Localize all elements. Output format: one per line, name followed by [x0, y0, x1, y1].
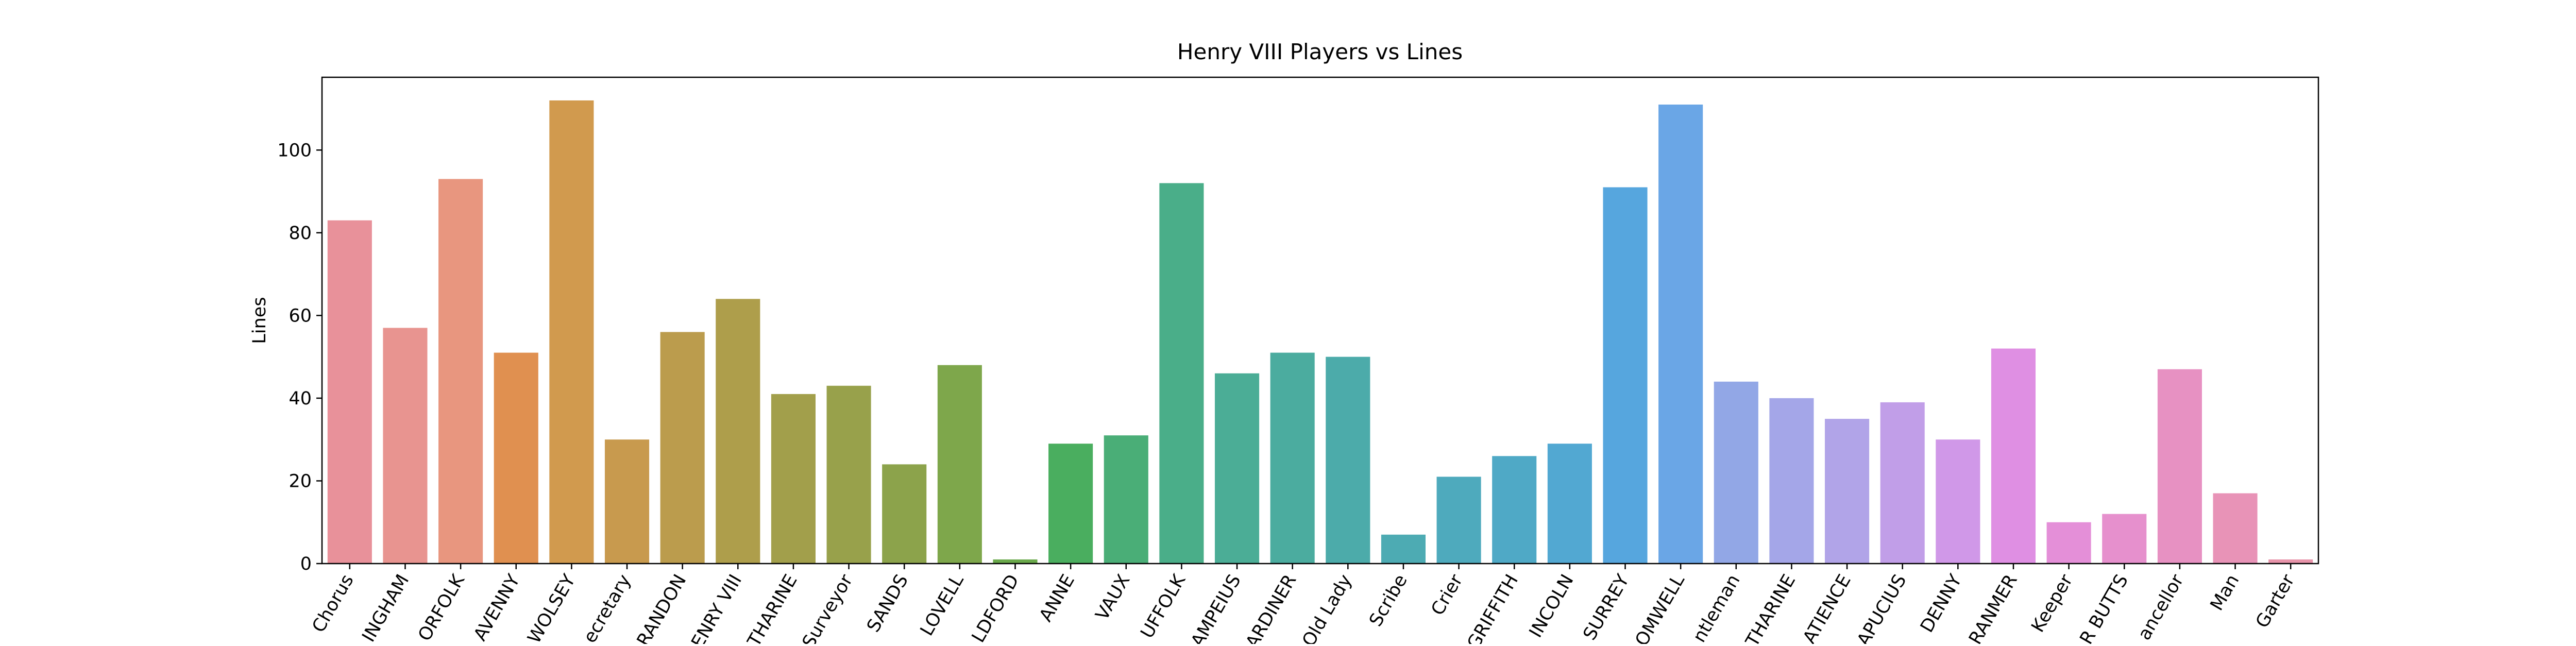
bar [1326, 356, 1370, 564]
x-tick-label: Surveyor [799, 571, 857, 644]
bar [604, 439, 650, 564]
x-tick-label: THARINE [743, 571, 801, 644]
x-tick-label: SANDS [863, 571, 912, 636]
x-tick-label: GRIFFITH [1463, 571, 1522, 644]
x-tick-label: AMPEIUS [1187, 571, 1245, 644]
bar [771, 394, 816, 564]
y-tick-label: 100 [277, 140, 312, 161]
x-tick-label: INGHAM [359, 571, 414, 644]
bar [549, 100, 594, 564]
x-tick-label: Chorus [309, 571, 358, 636]
bar [1880, 402, 1925, 564]
x-tick-label: UFFOLK [1137, 571, 1190, 642]
x-tick-label: WOLSEY [524, 571, 580, 644]
x-tick-label: LDFORD [968, 571, 1023, 644]
y-tick-label: 0 [300, 554, 312, 574]
bar [716, 299, 760, 564]
bar [882, 464, 927, 564]
bar [494, 352, 538, 564]
x-tick-label: ANNE [1036, 571, 1079, 625]
bar [660, 332, 705, 564]
bar [2157, 369, 2202, 564]
y-tick-label: 60 [289, 305, 312, 326]
y-tick-label: 40 [289, 388, 312, 409]
bar [1658, 104, 1703, 564]
bar [1547, 444, 1592, 564]
bar [1714, 381, 1758, 564]
y-axis-label: Lines [249, 297, 270, 344]
bar [1214, 373, 1260, 564]
bar [826, 385, 871, 564]
x-tick-label: R BUTTS [2076, 571, 2132, 644]
bar [1991, 348, 2036, 564]
x-tick-label: Man [2207, 571, 2244, 615]
chart-title: Henry VIII Players vs Lines [1177, 39, 1463, 64]
bar [2046, 522, 2091, 564]
x-tick-label: Keeper [2028, 571, 2077, 636]
bar [438, 179, 483, 564]
bar [327, 220, 372, 564]
bar [1436, 477, 1481, 564]
x-tick-label: DENNY [1917, 571, 1966, 636]
bar [937, 365, 982, 564]
x-tick-label: ATIENCE [1799, 571, 1855, 644]
x-tick-label: Crier [1428, 571, 1467, 619]
bar [1048, 444, 1093, 564]
x-tick-label: ENRY VIII [688, 571, 747, 644]
bar [993, 559, 1038, 564]
bar [383, 328, 428, 564]
x-tick-label: ancellor [2134, 571, 2188, 643]
bar [1492, 456, 1537, 564]
bar [1769, 398, 1814, 564]
x-tick-label: AVENNY [470, 571, 524, 644]
x-tick-label: VAUX [1092, 571, 1134, 624]
bar [1159, 183, 1204, 564]
y-tick-label: 80 [289, 223, 312, 244]
x-tick-label: LOVELL [917, 571, 968, 639]
x-tick-label: OMWELL [1632, 571, 1689, 644]
x-tick-label: ORFOLK [414, 571, 469, 644]
x-tick-label: ecretary [580, 571, 635, 644]
x-tick-label: Garter [2252, 571, 2299, 632]
bar [1104, 435, 1148, 564]
x-tick-label: SURREY [1580, 571, 1634, 644]
bar [1603, 187, 1648, 564]
x-tick-label: ntleman [1689, 571, 1744, 644]
bar [1936, 439, 1980, 564]
x-tick-label: APUCIUS [1853, 571, 1910, 644]
x-tick-label: RANDON [633, 571, 691, 644]
x-tick-label: Old Lady [1298, 571, 1356, 644]
x-tick-label: ARDINER [1242, 571, 1301, 644]
bar [2102, 514, 2147, 564]
bar [2268, 559, 2313, 564]
bar [1825, 419, 1870, 564]
bar [1381, 534, 1426, 564]
y-tick-label: 20 [289, 471, 312, 491]
x-tick-label: RANMER [1965, 571, 2021, 644]
bar [2213, 493, 2258, 564]
axes-frame [321, 76, 2319, 565]
bar [1270, 352, 1315, 564]
x-tick-label: INCOLN [1526, 571, 1578, 641]
x-tick-label: Scribe [1365, 571, 1411, 631]
x-tick-label: THARINE [1742, 571, 1800, 644]
